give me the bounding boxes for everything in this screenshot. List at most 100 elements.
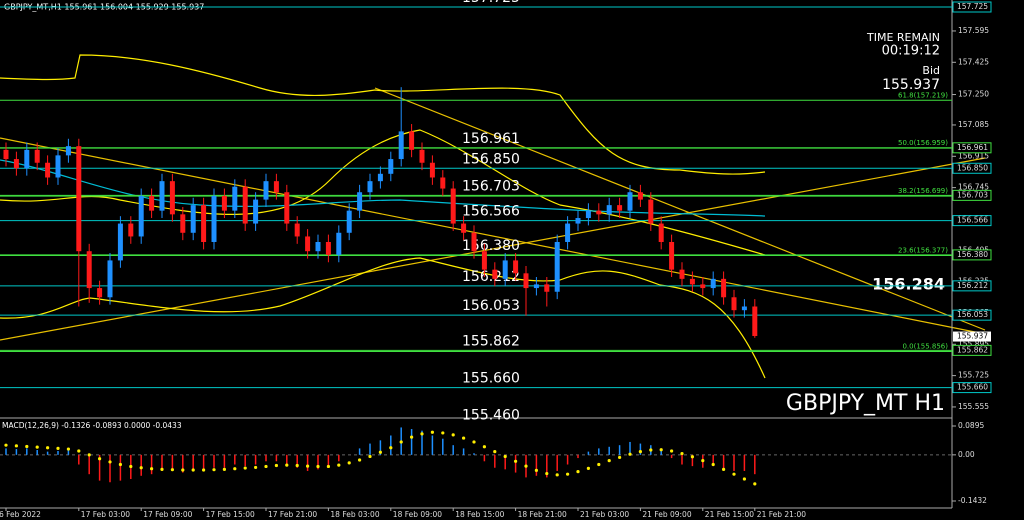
bid: 155.937 bbox=[882, 77, 940, 93]
macd-signal-dot bbox=[680, 451, 684, 456]
level-tag-label: 157.725 bbox=[957, 2, 988, 11]
candle-body bbox=[398, 131, 404, 160]
candle-body bbox=[138, 195, 144, 237]
macd-tick-label: -0.1432 bbox=[958, 496, 987, 505]
level-label: 156.703 bbox=[462, 178, 520, 194]
candle-body bbox=[325, 241, 331, 255]
macd-signal-dot bbox=[181, 468, 185, 472]
macd-signal-dot bbox=[87, 453, 91, 457]
level-tag bbox=[952, 280, 992, 292]
macd-signal-dot bbox=[597, 462, 601, 467]
candle-body bbox=[731, 297, 737, 311]
x-tick-label: 17 Feb 15:00 bbox=[206, 510, 255, 519]
candle-body bbox=[159, 181, 165, 211]
macd-signal-dot bbox=[160, 467, 164, 471]
candle-body bbox=[585, 210, 591, 219]
candle-body bbox=[190, 205, 196, 233]
macd-signal-dot bbox=[35, 445, 39, 449]
trendline bbox=[0, 137, 986, 335]
level-tag bbox=[952, 344, 992, 356]
macd-signal-dot bbox=[316, 464, 320, 469]
macd-signal-dot bbox=[482, 445, 486, 449]
macd-signal-dot bbox=[358, 458, 362, 462]
macd-signal-dot bbox=[295, 463, 299, 468]
level-label: 156.212 bbox=[462, 269, 520, 285]
candle-body bbox=[221, 195, 227, 211]
band-upper bbox=[0, 54, 766, 175]
candle-body bbox=[752, 306, 758, 336]
candle-body bbox=[502, 260, 508, 279]
x-tick-label: 21 Feb 15:00 bbox=[705, 510, 754, 519]
macd-signal-dot bbox=[514, 459, 518, 463]
macd-signal-dot bbox=[649, 448, 653, 452]
macd-signal-dot bbox=[108, 460, 112, 464]
macd-signal-dot bbox=[742, 477, 747, 481]
candle-body bbox=[523, 273, 529, 289]
candle-body bbox=[315, 241, 321, 252]
macd-signal-dot bbox=[170, 468, 174, 472]
macd-signal-dot bbox=[150, 467, 154, 471]
macd-signal-dot bbox=[503, 454, 507, 459]
x-tick-label: 18 Feb 21:00 bbox=[518, 510, 567, 519]
candle-body bbox=[648, 199, 654, 224]
candle-body bbox=[533, 284, 539, 289]
candle-body bbox=[97, 288, 103, 298]
level-tag-label: 156.380 bbox=[957, 250, 988, 259]
candle-body bbox=[45, 162, 51, 178]
candle-body bbox=[377, 173, 383, 182]
macd-signal-dot bbox=[493, 450, 497, 454]
candle-body bbox=[55, 155, 61, 178]
candle-body bbox=[627, 192, 633, 211]
y-tick-label: 155.895 bbox=[958, 339, 989, 348]
x-tick-label: 18 Feb 03:00 bbox=[330, 510, 379, 519]
candle-body bbox=[305, 236, 311, 252]
candle-body bbox=[367, 181, 373, 193]
macd-signal-dot bbox=[628, 452, 632, 456]
candle-body bbox=[169, 181, 175, 215]
candle-body bbox=[107, 260, 113, 298]
fib-label: 38.2(156.699) bbox=[898, 187, 948, 195]
macd-signal-dot bbox=[347, 461, 351, 465]
trendline bbox=[0, 157, 986, 341]
candle-body bbox=[429, 162, 435, 178]
candle-body bbox=[617, 205, 623, 211]
candle-body bbox=[450, 188, 456, 224]
candle-body bbox=[232, 186, 238, 211]
macd-signal-dot bbox=[191, 468, 195, 472]
macd-signal-dot bbox=[337, 463, 341, 467]
candle-body bbox=[544, 284, 550, 292]
macd-signal-dot bbox=[25, 444, 29, 449]
candle-body bbox=[669, 241, 675, 270]
level-tag bbox=[952, 382, 992, 394]
macd-signal-dot bbox=[14, 444, 18, 448]
x-tick-label: 17 Feb 09:00 bbox=[143, 510, 192, 519]
candle-body bbox=[294, 223, 300, 237]
candle-body bbox=[242, 186, 248, 224]
macd-signal-dot bbox=[576, 470, 580, 474]
macd-signal-dot bbox=[472, 440, 476, 444]
time-remain: 00:19:12 bbox=[882, 44, 940, 59]
fib-label: 50.0(156.959) bbox=[898, 139, 948, 147]
macd-signal-dot bbox=[566, 472, 570, 476]
candle-body bbox=[149, 195, 155, 211]
candle-body bbox=[388, 159, 394, 174]
level-tag bbox=[952, 142, 992, 154]
macd-signal-dot bbox=[441, 431, 445, 435]
candle-body bbox=[461, 223, 467, 233]
candle-body bbox=[741, 306, 747, 311]
macd-signal-dot bbox=[753, 482, 757, 486]
level-label: 157.725 bbox=[462, 0, 520, 6]
macd-signal-dot bbox=[524, 464, 528, 468]
candle-body bbox=[180, 214, 186, 233]
macd-signal-dot bbox=[690, 455, 695, 459]
candle-body bbox=[117, 223, 123, 261]
candle-body bbox=[658, 223, 664, 242]
level-tag bbox=[952, 1, 992, 13]
macd-signal-dot bbox=[607, 459, 611, 463]
level-tag-label: 156.961 bbox=[957, 143, 988, 152]
macd-signal-dot bbox=[618, 455, 622, 460]
level-tag-label: 156.053 bbox=[957, 310, 988, 319]
candle-body bbox=[700, 284, 706, 289]
level-tag-label: 156.850 bbox=[957, 163, 988, 172]
level-tag bbox=[952, 249, 992, 261]
